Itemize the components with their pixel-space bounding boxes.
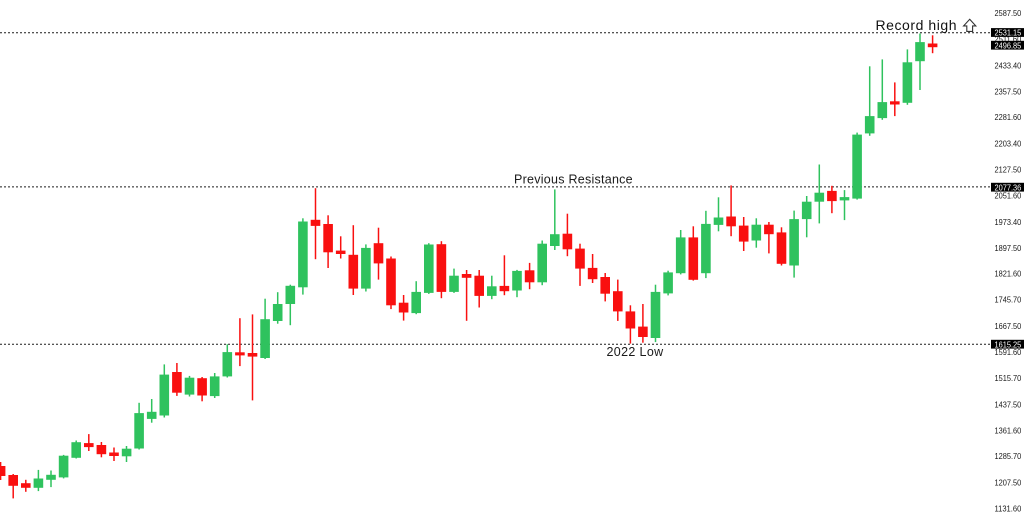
svg-text:1131.60: 1131.60 — [995, 504, 1022, 514]
svg-text:2077.36: 2077.36 — [995, 182, 1022, 192]
svg-text:1615.25: 1615.25 — [995, 339, 1022, 349]
svg-text:2433.40: 2433.40 — [995, 61, 1022, 71]
svg-text:Record high: Record high — [876, 17, 958, 33]
svg-text:1207.50: 1207.50 — [995, 478, 1022, 488]
svg-text:2051.60: 2051.60 — [995, 190, 1022, 200]
svg-text:2587.50: 2587.50 — [995, 8, 1022, 18]
svg-text:1667.50: 1667.50 — [995, 321, 1022, 331]
svg-text:2281.60: 2281.60 — [995, 112, 1022, 122]
svg-text:2022 Low: 2022 Low — [607, 345, 665, 359]
svg-text:1973.40: 1973.40 — [995, 217, 1022, 227]
svg-text:1515.70: 1515.70 — [995, 373, 1022, 383]
svg-text:1821.60: 1821.60 — [995, 269, 1022, 279]
svg-text:2511.60: 2511.60 — [995, 34, 1022, 44]
svg-text:1285.70: 1285.70 — [995, 451, 1022, 461]
svg-text:2531.15: 2531.15 — [995, 28, 1022, 38]
svg-text:Previous Resistance: Previous Resistance — [514, 173, 633, 187]
svg-text:2357.50: 2357.50 — [995, 86, 1022, 96]
svg-text:1437.50: 1437.50 — [995, 399, 1022, 409]
svg-text:1361.60: 1361.60 — [995, 425, 1022, 435]
svg-text:1591.60: 1591.60 — [995, 347, 1022, 357]
svg-text:2496.85: 2496.85 — [995, 40, 1022, 50]
svg-text:2203.40: 2203.40 — [995, 139, 1022, 149]
svg-text:1745.70: 1745.70 — [995, 295, 1022, 305]
svg-text:1897.50: 1897.50 — [995, 243, 1022, 253]
svg-text:2127.50: 2127.50 — [995, 165, 1022, 175]
